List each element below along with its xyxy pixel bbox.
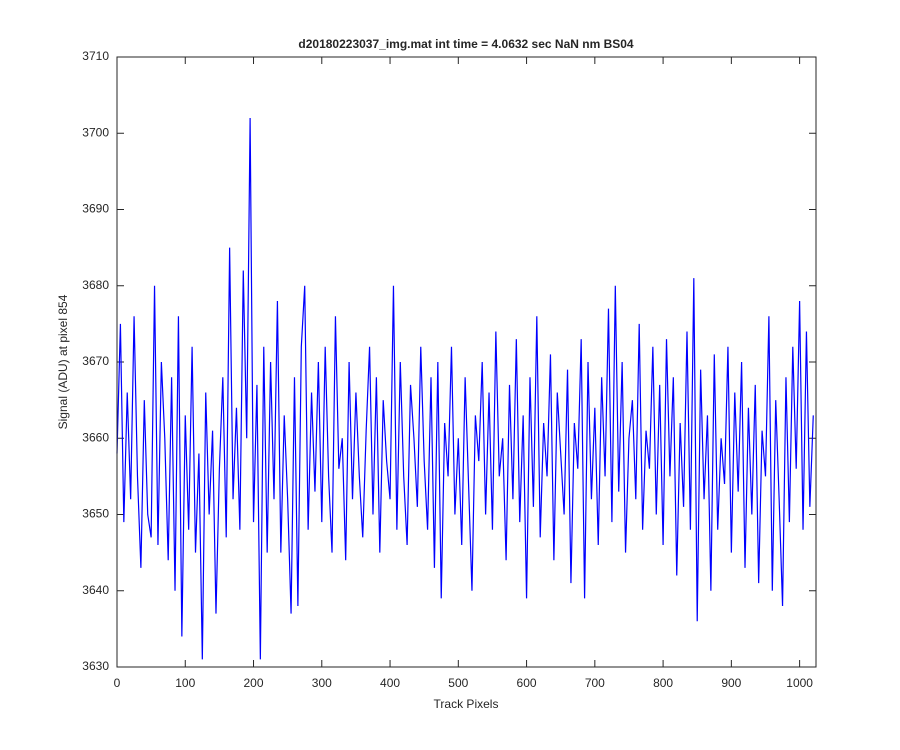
y-tick-label: 3690 [82,202,109,216]
x-tick-label: 600 [517,676,537,690]
y-tick-label: 3700 [82,125,109,139]
x-tick-label: 900 [721,676,741,690]
x-tick-label: 400 [380,676,400,690]
y-tick-label: 3670 [82,354,109,368]
x-tick-label: 0 [114,676,121,690]
y-tick-label: 3650 [82,507,109,521]
x-tick-label: 700 [585,676,605,690]
x-tick-label: 100 [175,676,195,690]
x-tick-label: 300 [312,676,332,690]
x-tick-label: 200 [244,676,264,690]
x-axis-label: Track Pixels [434,697,499,711]
x-tick-label: 800 [653,676,673,690]
plot-frame [116,56,817,668]
x-tick-label: 1000 [786,676,813,690]
y-axis-label: Signal (ADU) at pixel 854 [56,294,70,429]
x-tick-label: 500 [448,676,468,690]
y-tick-label: 3660 [82,430,109,444]
chart-title: d20180223037_img.mat int time = 4.0632 s… [298,37,634,51]
y-tick-label: 3680 [82,278,109,292]
data-line [116,117,814,660]
y-tick-label: 3710 [82,49,109,63]
y-tick-label: 3640 [82,583,109,597]
y-tick-label: 3630 [82,659,109,673]
